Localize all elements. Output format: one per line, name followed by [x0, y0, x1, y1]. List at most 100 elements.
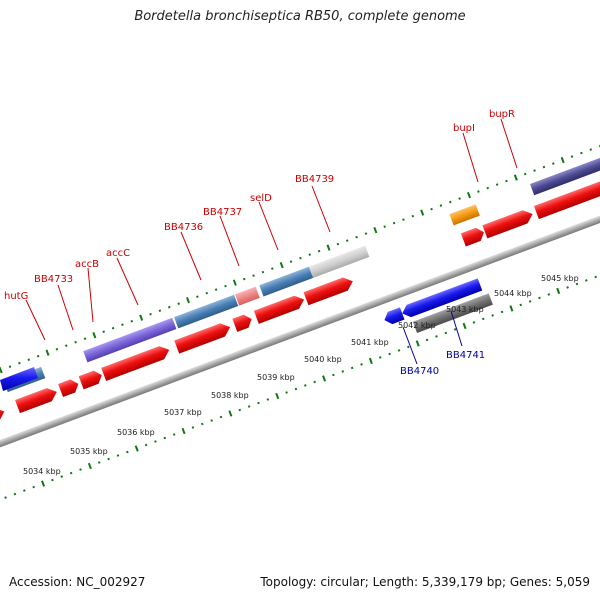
forward-cds-arrow[interactable]	[58, 377, 81, 398]
major-tick	[326, 244, 331, 251]
minor-tick	[116, 454, 120, 457]
minor-tick	[317, 249, 321, 253]
minor-tick	[589, 148, 593, 151]
forward-cds-arrow[interactable]	[460, 226, 487, 247]
minor-tick	[121, 323, 124, 326]
forward-cds-arrow[interactable]	[533, 156, 600, 220]
minor-tick	[448, 200, 452, 204]
minor-tick	[570, 155, 574, 158]
minor-tick	[538, 296, 541, 300]
major-tick	[92, 332, 97, 339]
minor-tick	[247, 405, 251, 408]
feature-box-selD[interactable]	[259, 266, 314, 297]
minor-tick	[345, 239, 349, 242]
feature-box-accC[interactable]	[83, 317, 177, 363]
minor-tick	[8, 365, 12, 368]
minor-tick	[336, 242, 340, 246]
minor-tick	[23, 489, 26, 492]
gene-label-BB4737: BB4737	[203, 207, 242, 218]
reverse-cds-arrow-BB4741[interactable]	[400, 278, 483, 319]
reverse-cds-arrow-edge[interactable]	[0, 367, 38, 391]
feature-box-BB4737[interactable]	[234, 286, 260, 306]
minor-tick	[585, 279, 588, 282]
kbp-label: 5044 kbp	[494, 289, 532, 298]
forward-cds-arrow[interactable]	[101, 343, 171, 381]
minor-tick	[355, 235, 358, 239]
gene-label-hutG: hutG	[4, 291, 28, 302]
kbp-label: 5036 kbp	[117, 428, 155, 437]
minor-tick	[458, 197, 461, 200]
minor-tick	[430, 207, 433, 211]
forward-cds-arrow[interactable]	[232, 313, 254, 332]
gene-label-BB4733: BB4733	[34, 274, 73, 285]
minor-tick	[271, 267, 274, 270]
major-tick	[275, 392, 280, 400]
minor-tick	[126, 450, 129, 454]
major-tick	[462, 322, 467, 330]
minor-tick	[102, 330, 105, 333]
minor-tick	[341, 370, 345, 373]
minor-tick	[144, 443, 148, 447]
minor-tick	[285, 391, 288, 394]
minor-tick	[55, 347, 59, 351]
kbp-label: 5037 kbp	[164, 408, 202, 417]
forward-cds-arrow[interactable]	[253, 293, 307, 324]
minor-tick	[97, 461, 101, 464]
feature-box-BB4736[interactable]	[174, 294, 239, 329]
kbp-label: 5035 kbp	[70, 447, 108, 456]
major-tick	[87, 462, 92, 470]
minor-tick	[411, 214, 415, 218]
minor-tick	[308, 253, 312, 256]
major-tick	[373, 226, 378, 234]
minor-tick	[528, 300, 532, 303]
major-tick	[556, 287, 561, 295]
minor-tick	[364, 232, 368, 235]
gene-label-accB: accB	[75, 259, 99, 270]
minor-tick	[158, 309, 162, 312]
map-title: Bordetella bronchiseptica RB50, complete…	[134, 9, 466, 24]
major-tick	[509, 305, 514, 312]
minor-tick	[219, 415, 223, 419]
minor-tick	[130, 319, 134, 323]
feature-box-bupI[interactable]	[449, 204, 480, 226]
kbp-label: 5039 kbp	[257, 373, 295, 382]
major-tick	[279, 261, 284, 269]
minor-tick	[304, 384, 307, 387]
forward-cds-arrow[interactable]	[174, 321, 232, 354]
forward-cds-arrow[interactable]	[15, 385, 59, 414]
minor-tick	[51, 478, 54, 482]
minor-tick	[392, 221, 396, 225]
forward-cds-arrow[interactable]	[303, 275, 356, 306]
major-tick	[134, 445, 139, 452]
major-tick	[467, 191, 471, 199]
minor-tick	[444, 331, 448, 335]
major-tick	[232, 279, 237, 286]
minor-tick	[542, 165, 546, 169]
feature-box-bupR[interactable]	[529, 149, 600, 196]
kbp-label: 5034 kbp	[23, 467, 61, 476]
major-tick	[368, 357, 373, 365]
kbp-label: 5041 kbp	[351, 338, 389, 347]
minor-tick	[32, 485, 35, 489]
minor-tick	[313, 380, 316, 384]
minor-tick	[36, 354, 40, 358]
minor-tick	[500, 310, 504, 314]
minor-tick	[294, 387, 298, 391]
feature-box-BB4740[interactable]	[412, 293, 493, 334]
minor-tick	[177, 302, 180, 305]
major-tick	[228, 410, 233, 417]
minor-tick	[163, 436, 167, 440]
forward-cds-arrow[interactable]	[482, 207, 535, 239]
feature-box-BB4739[interactable]	[308, 245, 370, 278]
minor-tick	[257, 401, 260, 405]
major-tick	[186, 296, 190, 304]
forward-cds-arrow[interactable]	[78, 369, 105, 390]
minor-tick	[191, 426, 195, 429]
minor-tick	[74, 340, 77, 344]
reverse-cds-arrow-small[interactable]	[382, 307, 405, 326]
minor-tick	[210, 419, 213, 422]
minor-tick	[214, 288, 218, 291]
minor-tick	[388, 352, 391, 356]
minor-tick	[107, 457, 110, 461]
gene-label-BB4740: BB4740	[400, 366, 439, 377]
